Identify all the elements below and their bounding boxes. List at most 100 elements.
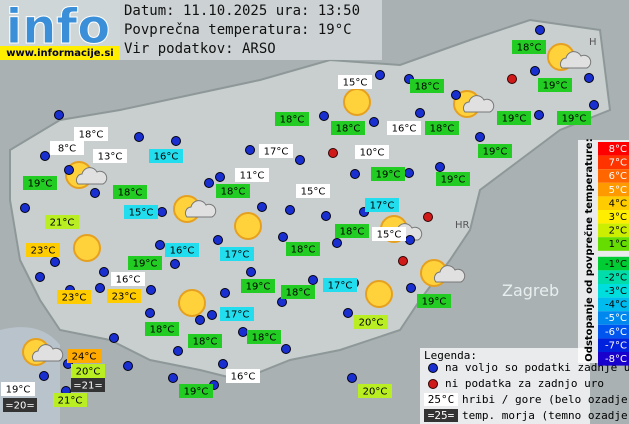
station-label-bg [57, 290, 91, 304]
station-dot [95, 283, 105, 293]
station-label-bg [372, 227, 406, 241]
station-label: 19°C [543, 81, 568, 92]
scale-cell [598, 284, 629, 298]
station-dot [405, 235, 415, 245]
logo-url-bg [0, 46, 120, 60]
station-dot [281, 344, 291, 354]
station-dot [369, 117, 379, 127]
station-label-bg [128, 256, 162, 270]
logo-url: www.informacije.si [6, 48, 114, 59]
station-label: 10°C [360, 148, 385, 159]
station-label-bg [50, 141, 84, 155]
station-label: 18°C [118, 188, 143, 199]
station-dot [64, 165, 74, 175]
station-label: 23°C [112, 292, 137, 303]
station-label: 16°C [231, 372, 256, 383]
station-label: 19°C [184, 387, 209, 398]
scale-cell [598, 352, 629, 366]
station-label: 23°C [31, 246, 56, 257]
station-dot [350, 169, 360, 179]
station-label-bg [220, 307, 254, 321]
station-label: 19°C [502, 114, 527, 125]
legend-text: hribi / gore (belo ozadje) [462, 393, 629, 406]
station-label: =20= [5, 401, 34, 412]
station-label: 19°C [422, 297, 447, 308]
station-label: 11°C [240, 171, 265, 182]
station-dot [40, 151, 50, 161]
scale-label: 5°C [609, 185, 627, 196]
station-label: 16°C [170, 246, 195, 257]
station-label: 18°C [340, 227, 365, 238]
station-label-bg [335, 224, 369, 238]
legend-red-dot [428, 379, 438, 389]
station-label: 15°C [129, 208, 154, 219]
scale-label: 7°C [609, 158, 627, 169]
sun-icon [365, 280, 393, 308]
station-dot [204, 178, 214, 188]
scale-label: -5°C [605, 313, 627, 324]
station-label-bg [23, 176, 57, 190]
station-label: 19°C [246, 282, 271, 293]
station-label-bg [436, 172, 470, 186]
station-label-bg [113, 185, 147, 199]
station-label: 19°C [483, 147, 508, 158]
station-label: 18°C [430, 124, 455, 135]
station-label: 20°C [363, 387, 388, 398]
map-label: H [589, 37, 597, 48]
station-label: 18°C [79, 130, 104, 141]
station-dot [475, 132, 485, 142]
scale-cell [598, 155, 629, 170]
sun-icon [178, 289, 206, 317]
map-label: Zagreb [502, 281, 559, 300]
station-label-bg [216, 184, 250, 198]
cloud-icon [462, 95, 495, 113]
station-label-bg [355, 145, 389, 159]
station-label-bg [45, 215, 79, 229]
station-label-bg [107, 289, 141, 303]
source-line: Vir podatkov: ARSO [124, 41, 276, 57]
station-dot [155, 240, 165, 250]
station-label-bg [179, 384, 213, 398]
header-box [120, 0, 382, 60]
scale-label: -6°C [605, 327, 627, 338]
station-label-bg [74, 127, 108, 141]
scale-cell [598, 142, 629, 156]
station-dot [285, 205, 295, 215]
station-label: 18°C [291, 245, 316, 256]
missing-dot [423, 212, 433, 222]
legend-text: na voljo so podatki zadnje ure [445, 361, 629, 374]
scale-label: -7°C [605, 340, 627, 351]
station-label: 18°C [193, 337, 218, 348]
station-label: 19°C [562, 114, 587, 125]
station-label: 18°C [286, 288, 311, 299]
station-label: 15°C [301, 187, 326, 198]
station-dot [321, 211, 331, 221]
cloud-icon [433, 265, 466, 283]
station-label-bg [241, 279, 275, 293]
missing-dot [398, 256, 408, 266]
station-dot [171, 136, 181, 146]
station-label-bg [188, 334, 222, 348]
station-dot [343, 308, 353, 318]
scale-cell [598, 223, 629, 238]
station-dot [332, 238, 342, 248]
cloud-icon [184, 200, 217, 218]
station-label-bg [358, 384, 392, 398]
station-label-bg [124, 205, 158, 219]
scale-title: Odstopanje od povprečne temperature: [583, 138, 595, 361]
station-dot [54, 110, 64, 120]
station-label-bg [417, 294, 451, 308]
station-dot [245, 145, 255, 155]
station-label-bg [247, 330, 281, 344]
sun-icon [73, 234, 101, 262]
station-dot [20, 203, 30, 213]
scale-label: 4°C [609, 198, 627, 209]
scale-cell [598, 256, 629, 271]
station-label: 19°C [6, 385, 31, 396]
station-dot [375, 70, 385, 80]
station-dot [39, 371, 49, 381]
missing-dot [507, 74, 517, 84]
station-label-bg [512, 40, 546, 54]
station-label-bg [71, 378, 105, 392]
legend-title: Legenda: [424, 349, 477, 362]
